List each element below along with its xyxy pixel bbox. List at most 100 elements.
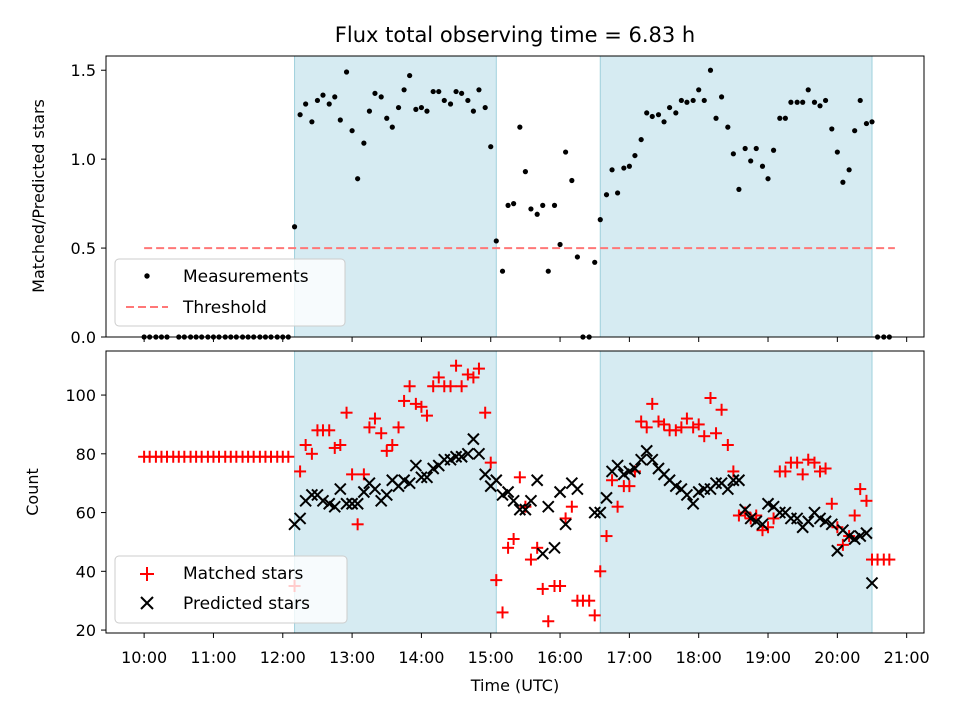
measurement-point (384, 115, 390, 121)
matched-star-point (756, 524, 769, 537)
predicted-star-point (345, 497, 359, 510)
legend-predicted-marker (140, 596, 154, 610)
predicted-star-point (530, 474, 544, 487)
legend-predicted-label: Predicted stars (183, 594, 310, 614)
matched-star-point (427, 380, 440, 393)
predicted-star-point (403, 476, 416, 490)
matched-star-point (502, 541, 515, 554)
predicted-star-point (680, 488, 694, 502)
matched-star-point (635, 415, 648, 428)
measurement-point (811, 99, 818, 105)
matched-star-point (791, 456, 804, 469)
measurement-point (297, 112, 303, 118)
matched-star-point (340, 406, 353, 419)
predicted-star-point (449, 450, 463, 463)
predicted-star-point (351, 497, 364, 510)
measurement-point (805, 87, 811, 93)
measurement-point (569, 177, 575, 184)
measurement-point (822, 97, 829, 104)
predicted-star-point (686, 497, 700, 510)
xtick-label: 11:00 (190, 648, 236, 667)
matched-star-point (542, 615, 555, 628)
matched-star-point (848, 509, 861, 522)
xtick-label: 17:00 (606, 648, 652, 667)
measurement-point (309, 119, 315, 125)
matched-star-point (565, 500, 578, 513)
matched-star-point (444, 380, 457, 393)
predicted-star-point (519, 503, 532, 516)
measurement-point (701, 97, 707, 104)
matched-star-point (600, 530, 613, 543)
measurement-point (517, 124, 523, 130)
measurement-point (355, 176, 361, 182)
top-legend: Measurements Threshold (114, 258, 346, 327)
top-panel: 0.0 0.5 1.0 1.5 Matched/Predicted stars Mea… (29, 55, 925, 347)
xtick-label: 21:00 (884, 648, 930, 667)
x-axis-label: Time (UTC) (470, 676, 559, 695)
legend-measurements-label: Measurements (183, 267, 309, 287)
measurement-point (713, 115, 719, 121)
matched-star-point (461, 368, 474, 381)
measurement-point (314, 97, 321, 104)
measurement-point (447, 101, 454, 107)
measurement-point (557, 241, 563, 248)
measurement-point (320, 92, 326, 98)
xtick-label: 20:00 (814, 648, 860, 667)
predicted-star-point (524, 494, 538, 508)
measurement-point (736, 186, 742, 192)
predicted-star-point (334, 482, 347, 496)
predicted-star-point (750, 515, 763, 528)
predicted-star-point (513, 503, 527, 516)
measurement-point (869, 119, 875, 125)
legend-measurements-marker (144, 273, 150, 279)
top-legend-box (114, 258, 346, 327)
xtick-label: 10:00 (121, 648, 167, 667)
predicted-star-point (721, 482, 735, 496)
measurement-point (551, 202, 558, 208)
measurement-point (389, 124, 395, 130)
measurement-point (459, 90, 465, 96)
xtick-label: 14:00 (398, 648, 444, 667)
matched-star-point (698, 430, 711, 443)
measurement-point (592, 259, 598, 265)
matched-star-point (692, 418, 705, 431)
measurement-point (742, 145, 748, 152)
predicted-star-point (646, 453, 659, 466)
xtick-label: 13:00 (329, 648, 375, 667)
predicted-star-point (819, 515, 832, 528)
matched-star-point (432, 371, 445, 384)
matched-star-point (467, 371, 480, 384)
matched-star-point (652, 415, 665, 428)
measurement-point (684, 99, 690, 105)
matched-star-point (294, 465, 307, 478)
measurement-point (361, 140, 367, 146)
predicted-star-point (594, 506, 607, 519)
measurement-point (453, 88, 459, 95)
legend-threshold-label: Threshold (182, 298, 267, 318)
measurement-point (540, 202, 546, 208)
measurement-point (678, 97, 684, 104)
matched-star-point (490, 574, 503, 587)
measurement-point (424, 108, 430, 114)
measurement-point (366, 108, 373, 114)
matched-star-point (883, 553, 896, 566)
measurement-point (563, 149, 569, 155)
measurement-point (632, 152, 638, 159)
measurement-point (413, 106, 419, 112)
matched-star-point (860, 494, 873, 507)
measurement-point (725, 124, 731, 130)
matched-star-point (328, 441, 341, 454)
measurement-point (770, 147, 777, 153)
matched-star-point (606, 474, 619, 487)
top-series (141, 67, 895, 340)
measurement-point (626, 163, 632, 169)
matched-star-point (583, 594, 596, 607)
chart-title: Flux total observing time = 6.83 h (335, 23, 695, 47)
measurement-point (436, 88, 442, 95)
measurement-point (482, 104, 488, 111)
matched-star-point (594, 565, 607, 578)
matched-star-point (825, 497, 838, 510)
predicted-star-point (611, 459, 624, 472)
predicted-star-point (831, 544, 844, 557)
